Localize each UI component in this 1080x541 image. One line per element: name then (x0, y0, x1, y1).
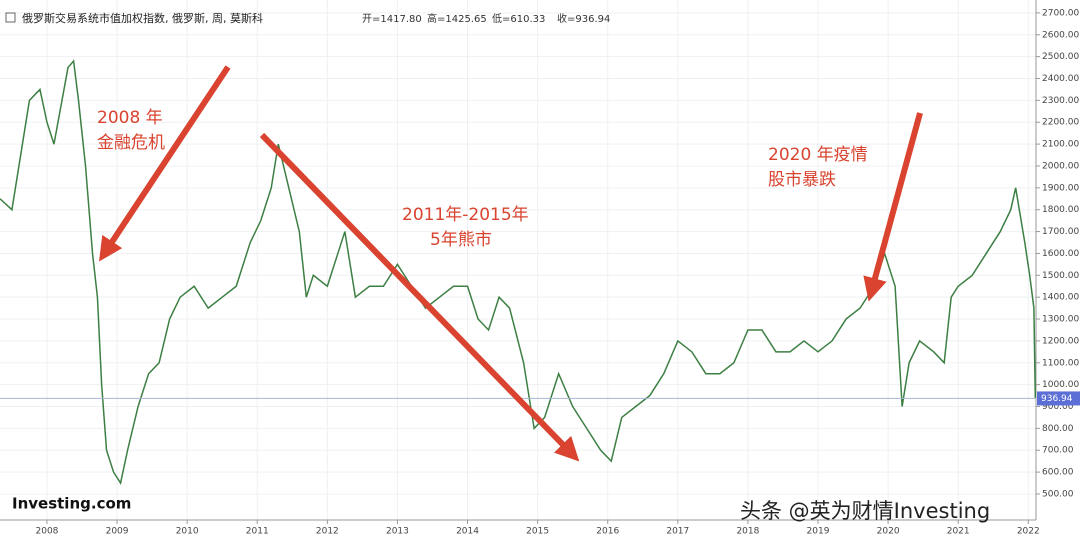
ohlc-high: 高=1425.65 (427, 12, 487, 25)
y-tick-label: 1100.00 (1042, 358, 1079, 368)
y-tick-label: 1000.00 (1042, 380, 1079, 390)
x-tick-label: 2020 (877, 527, 900, 537)
arrow (863, 112, 923, 302)
y-tick-label: 2500.00 (1042, 52, 1079, 62)
y-tick-label: 2700.00 (1042, 8, 1079, 18)
current-price-label: 936.94 (1041, 394, 1073, 404)
logo: Investing.com (12, 495, 131, 513)
y-tick-label: 1600.00 (1042, 249, 1079, 259)
y-tick-label: 2000.00 (1042, 161, 1079, 171)
ohlc-close: 收=936.94 (557, 12, 610, 25)
x-tick-label: 2014 (456, 527, 479, 537)
x-tick-label: 2010 (176, 527, 199, 537)
y-tick-label: 1300.00 (1042, 315, 1079, 325)
x-tick-label: 2015 (526, 527, 549, 537)
arrow (259, 132, 580, 462)
x-tick-label: 2013 (386, 527, 409, 537)
y-tick-label: 1700.00 (1042, 227, 1079, 237)
y-tick-label: 1800.00 (1042, 205, 1079, 215)
x-tick-label: 2011 (246, 527, 269, 537)
x-tick-label: 2008 (36, 527, 59, 537)
ohlc-open: 开=1417.80 (362, 14, 422, 25)
chart-title: 俄罗斯交易系统市值加权指数, 俄罗斯, 周, 莫斯科 (22, 11, 263, 25)
watermark: 头条 @英为财情Investing (740, 499, 990, 523)
annotation: 2008 年 (97, 108, 163, 128)
y-tick-label: 1200.00 (1042, 336, 1079, 346)
y-tick-label: 2200.00 (1042, 118, 1079, 128)
price-line (0, 59, 1037, 485)
x-tick-label: 2012 (316, 527, 339, 537)
annotation: 5年熊市 (430, 230, 492, 250)
x-tick-label: 2021 (947, 527, 970, 537)
y-tick-label: 2400.00 (1042, 74, 1079, 84)
y-tick-label: 1500.00 (1042, 271, 1079, 281)
y-tick-label: 1900.00 (1042, 183, 1079, 193)
collapse-icon[interactable] (5, 12, 16, 23)
annotation: 2020 年疫情 (768, 145, 868, 165)
x-tick-label: 2016 (596, 527, 619, 537)
y-tick-label: 1400.00 (1042, 293, 1079, 303)
annotation: 股市暴跌 (768, 170, 836, 190)
ohlc-low: 低=610.33 (492, 12, 545, 25)
x-tick-label: 2019 (807, 527, 830, 537)
y-tick-label: 900.00 (1042, 402, 1074, 412)
y-tick-label: 800.00 (1042, 424, 1074, 434)
x-tick-label: 2022 (1017, 527, 1040, 537)
arrow (99, 65, 231, 262)
annotation: 2011年-2015年 (402, 205, 529, 225)
annotation: 金融危机 (97, 133, 165, 153)
current-price-box (1037, 391, 1080, 406)
y-tick-label: 2100.00 (1042, 140, 1079, 150)
x-tick-label: 2009 (106, 527, 129, 537)
x-tick-label: 2017 (666, 527, 689, 537)
x-tick-label: 2018 (736, 527, 759, 537)
y-tick-label: 700.00 (1042, 446, 1074, 456)
y-tick-label: 500.00 (1042, 489, 1074, 499)
y-tick-label: 2600.00 (1042, 30, 1079, 40)
y-tick-label: 2300.00 (1042, 96, 1079, 106)
y-tick-label: 600.00 (1042, 468, 1074, 478)
